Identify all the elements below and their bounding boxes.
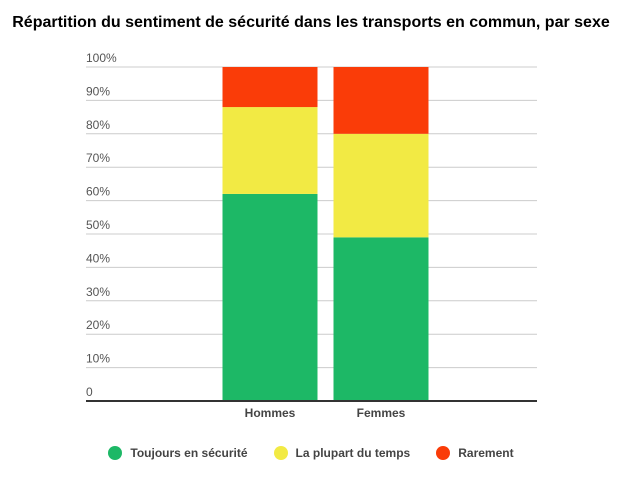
bar-segment <box>333 67 429 134</box>
y-tick-label: 90% <box>86 84 110 98</box>
legend-swatch <box>108 446 123 460</box>
legend-label: Toujours en sécurité <box>130 446 248 460</box>
y-tick-label: 80% <box>86 118 110 132</box>
bar-segment <box>333 133 429 238</box>
y-tick-label: 40% <box>86 251 110 265</box>
chart-legend: Toujours en sécurité La plupart du temps R… <box>0 446 622 460</box>
bar-segment <box>222 67 318 108</box>
legend-item: Toujours en sécurité <box>108 446 248 460</box>
x-category-label: Femmes <box>357 406 406 420</box>
y-tick-label: 30% <box>86 285 110 299</box>
legend-label: La plupart du temps <box>295 446 411 460</box>
bar-segment <box>333 237 429 401</box>
stacked-bar-chart: 0 10% 20% 30% 40% 50% 60% 70% 80% 90% 100% Hommes Fe… <box>86 51 537 420</box>
legend-label: Rarement <box>458 446 514 460</box>
bar-segment <box>222 107 318 194</box>
legend-swatch <box>436 446 451 460</box>
bar-segment <box>222 193 318 401</box>
legend-item: Rarement <box>436 446 514 460</box>
y-tick-label: 50% <box>86 218 110 232</box>
y-tick-label: 20% <box>86 318 110 332</box>
legend-item: La plupart du temps <box>273 446 411 460</box>
y-tick-label: 0 <box>86 385 93 399</box>
chart-title: Répartition du sentiment de sécurité dan… <box>12 14 610 31</box>
x-category-label: Hommes <box>245 406 296 420</box>
y-tick-label: 100% <box>86 51 117 65</box>
y-tick-label: 70% <box>86 151 110 165</box>
y-tick-label: 60% <box>86 185 110 199</box>
legend-swatch <box>273 446 288 460</box>
y-tick-label: 10% <box>86 352 110 366</box>
